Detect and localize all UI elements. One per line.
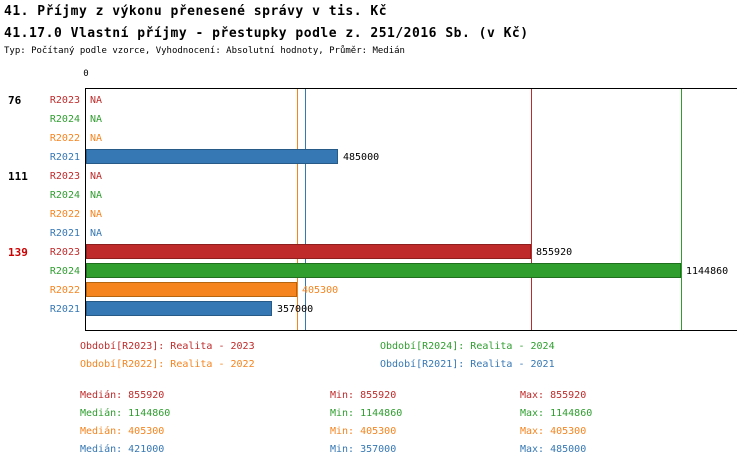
axis-top-line	[85, 88, 737, 89]
stat-max-r2022: Max: 405300	[520, 426, 587, 437]
stat-median-r2021: Medián: 421000	[80, 444, 165, 455]
na-label: NA	[90, 133, 103, 144]
stat-median-r2022: Medián: 405300	[80, 426, 165, 437]
series-row-label-r2024: R2024	[49, 114, 80, 125]
na-label: NA	[90, 228, 103, 239]
series-row-label-r2022: R2022	[49, 133, 80, 144]
bar-r2021	[86, 301, 272, 316]
stat-min-r2023: Min: 855920	[330, 390, 397, 401]
bar-value-label: 405300	[302, 285, 339, 296]
axis-bottom-line	[85, 330, 737, 331]
legend-item-r2024: Období[R2024]: Realita - 2024	[380, 341, 555, 352]
bar-r2021	[86, 149, 338, 164]
axis-zero-label: 0	[83, 69, 89, 79]
page-title: 41. Příjmy z výkonu přenesené správy v t…	[4, 4, 388, 19]
stat-min-r2021: Min: 357000	[330, 444, 397, 455]
stat-min-r2022: Min: 405300	[330, 426, 397, 437]
legend-item-r2021: Období[R2021]: Realita - 2021	[380, 359, 555, 370]
na-label: NA	[90, 190, 103, 201]
chart-subtitle: 41.17.0 Vlastní příjmy - přestupky podle…	[4, 26, 529, 41]
bar-r2023	[86, 244, 531, 259]
stat-median-r2024: Medián: 1144860	[80, 408, 171, 419]
bar-value-label: 855920	[536, 247, 573, 258]
median-line-r2022	[297, 88, 298, 330]
legend-item-r2023: Období[R2023]: Realita - 2023	[80, 341, 255, 352]
series-row-label-r2023: R2023	[49, 95, 80, 106]
stat-max-r2024: Max: 1144860	[520, 408, 593, 419]
series-row-label-r2023: R2023	[49, 247, 80, 258]
stat-median-r2023: Medián: 855920	[80, 390, 165, 401]
series-row-label-r2024: R2024	[49, 190, 80, 201]
stat-max-r2021: Max: 485000	[520, 444, 587, 455]
series-row-label-r2021: R2021	[49, 152, 80, 163]
series-row-label-r2021: R2021	[49, 228, 80, 239]
group-label-76: 76	[8, 94, 22, 107]
bar-value-label: 485000	[343, 152, 380, 163]
bar-value-label: 1144860	[686, 266, 729, 277]
stat-min-r2024: Min: 1144860	[330, 408, 403, 419]
series-row-label-r2022: R2022	[49, 209, 80, 220]
chart-meta-line: Typ: Počítaný podle vzorce, Vyhodnocení:…	[4, 46, 405, 56]
group-label-111: 111	[8, 170, 28, 183]
axis-left-line	[85, 88, 86, 331]
legend-item-r2022: Období[R2022]: Realita - 2022	[80, 359, 255, 370]
na-label: NA	[90, 209, 103, 220]
median-line-r2024	[681, 88, 682, 330]
median-line-r2023	[531, 88, 532, 330]
series-row-label-r2022: R2022	[49, 285, 80, 296]
series-row-label-r2021: R2021	[49, 304, 80, 315]
na-label: NA	[90, 171, 103, 182]
group-label-139: 139	[8, 246, 28, 259]
na-label: NA	[90, 95, 103, 106]
bar-value-label: 357000	[277, 304, 314, 315]
median-line-r2021	[305, 88, 306, 330]
na-label: NA	[90, 114, 103, 125]
stat-max-r2023: Max: 855920	[520, 390, 587, 401]
series-row-label-r2023: R2023	[49, 171, 80, 182]
bar-r2024	[86, 263, 681, 278]
series-row-label-r2024: R2024	[49, 266, 80, 277]
bar-r2022	[86, 282, 297, 297]
